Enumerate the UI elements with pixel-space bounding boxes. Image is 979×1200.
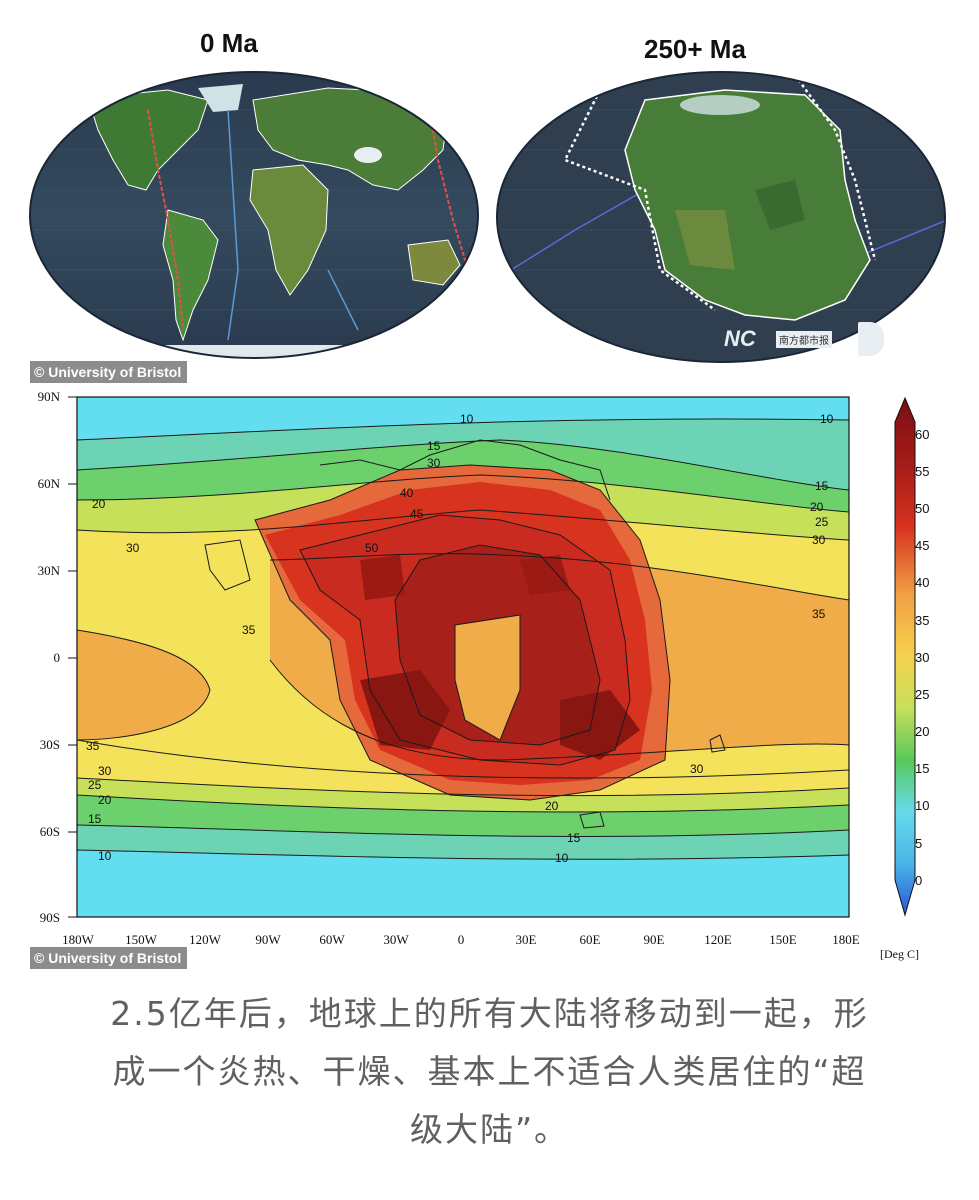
contour-label: 30 [690, 762, 704, 776]
africa-landmass [249, 164, 329, 296]
x-tick-label: 120E [704, 932, 732, 947]
colorbar-tick: 20 [915, 724, 929, 739]
contour-label: 20 [92, 497, 106, 511]
x-tick-label: 150W [125, 932, 158, 947]
image-credit-top: © University of Bristol [30, 361, 188, 383]
colorbar-tick: 0 [915, 873, 922, 888]
present-earth-globe [29, 71, 479, 359]
contour-label: 35 [812, 607, 826, 621]
x-tick-label: 120W [189, 932, 222, 947]
colorbar-tick: 55 [915, 464, 929, 479]
y-tick-label: 60N [38, 476, 61, 491]
y-tick-label: 0 [54, 650, 61, 665]
contour-label: 50 [365, 541, 379, 555]
contour-label: 15 [427, 439, 441, 453]
contour-label: 30 [427, 456, 441, 470]
colorbar-tick: 50 [915, 501, 929, 516]
caption-line: 级大陆”。 [409, 1110, 570, 1149]
caption-line: 成一个炎热、干燥、基本上不适合人类居住的“超 [112, 1052, 867, 1091]
colorbar-unit-label: [Deg C] [880, 947, 919, 961]
contour-label: 20 [810, 500, 824, 514]
contour-label: 30 [812, 533, 826, 547]
australia-landmass [407, 239, 461, 286]
x-tick-label: 30E [516, 932, 537, 947]
caption-line: 2.5亿年后，地球上的所有大陆将移动到一起，形 [110, 994, 869, 1033]
contour-label: 10 [98, 849, 112, 863]
newspaper-logo: NC 南方都市报 [724, 326, 844, 352]
article-caption: 2.5亿年后，地球上的所有大陆将移动到一起，形 成一个炎热、干燥、基本上不适合人… [24, 985, 955, 1159]
y-tick-label: 30S [40, 737, 60, 752]
band-west-35 [77, 630, 210, 740]
colorbar-tick: 10 [915, 798, 929, 813]
colorbar-tick: 5 [915, 836, 922, 851]
y-axis: 90N 60N 30N 0 30S 60S 90S [38, 389, 61, 925]
surface-temperature-map: 20 30 35 35 30 25 20 15 10 10 15 20 25 3… [38, 389, 930, 961]
contour-label: 10 [820, 412, 834, 426]
contour-label: 45 [410, 507, 424, 521]
contour-label: 25 [815, 515, 829, 529]
globe-title-future: 250+ Ma [644, 34, 746, 64]
y-tick-label: 90S [40, 910, 60, 925]
y-tick-label: 60S [40, 824, 60, 839]
colorbar-tick: 40 [915, 575, 929, 590]
contour-label: 10 [460, 412, 474, 426]
supercontinent-landmass [624, 89, 871, 321]
colorbar [894, 396, 916, 917]
contour-label: 30 [126, 541, 140, 555]
x-tick-label: 180W [62, 932, 95, 947]
x-tick-label: 90W [255, 932, 281, 947]
colorbar-tick: 45 [915, 538, 929, 553]
continent-zone-60 [360, 670, 450, 750]
image-credit-bottom: © University of Bristol [30, 947, 188, 969]
contour-label: 35 [242, 623, 256, 637]
x-tick-label: 0 [458, 932, 465, 947]
colorbar-tick: 35 [915, 613, 929, 628]
contour-label: 30 [98, 764, 112, 778]
colorbar-tick: 15 [915, 761, 929, 776]
newspaper-logo-name: 南方都市报 [776, 331, 832, 348]
x-tick-label: 150E [769, 932, 797, 947]
contour-label: 40 [400, 486, 414, 500]
colorbar-tick: 60 [915, 427, 929, 442]
south-america-landmass [162, 209, 219, 342]
y-tick-label: 90N [38, 389, 61, 404]
contour-label: 15 [815, 479, 829, 493]
contour-label: 20 [98, 793, 112, 807]
colorbar-ticks: 60 55 50 45 40 35 30 25 20 15 10 5 0 [915, 427, 929, 888]
band-south-10 [77, 850, 849, 917]
x-tick-label: 60W [319, 932, 345, 947]
contour-label: 15 [567, 831, 581, 845]
globe-title-present: 0 Ma [200, 28, 258, 58]
x-tick-label: 30W [383, 932, 409, 947]
contour-label: 35 [86, 739, 100, 753]
corner-logo-icon [858, 322, 884, 356]
y-tick-label: 30N [38, 563, 61, 578]
colorbar-tick: 30 [915, 650, 929, 665]
future-supercontinent-globe [496, 71, 946, 363]
contour-label: 10 [555, 851, 569, 865]
x-tick-label: 180E [832, 932, 860, 947]
continent-inland-sea [455, 615, 520, 740]
x-axis: 180W 150W 120W 90W 60W 30W 0 30E 60E 90E… [62, 932, 860, 947]
contour-label: 25 [88, 778, 102, 792]
contour-label: 20 [545, 799, 559, 813]
contour-label: 15 [88, 812, 102, 826]
x-tick-label: 60E [580, 932, 601, 947]
contour-labels: 20 30 35 35 30 25 20 15 10 10 15 20 25 3… [86, 412, 834, 865]
newspaper-logo-letters: NC [724, 326, 756, 351]
x-tick-label: 90E [644, 932, 665, 947]
colorbar-tick: 25 [915, 687, 929, 702]
